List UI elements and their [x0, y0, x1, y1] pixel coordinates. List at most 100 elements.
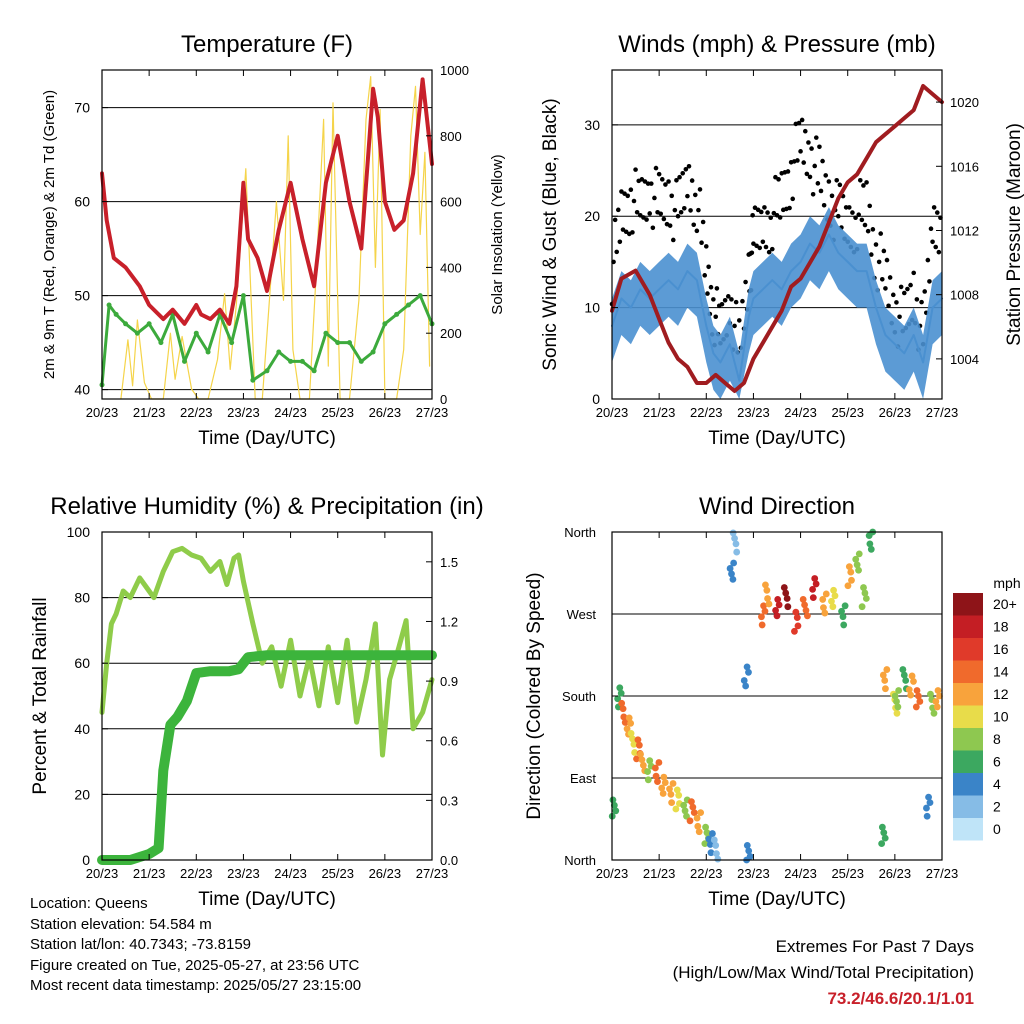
direction-point: [828, 597, 835, 605]
gust-point: [919, 299, 924, 305]
x-tick-label: 21/23: [643, 405, 676, 420]
gust-point: [749, 250, 755, 256]
gust-point: [873, 242, 879, 247]
y-axis-label: Direction (Colored By Speed): [524, 572, 545, 819]
direction-point: [861, 589, 869, 597]
colorbar-label: 4: [993, 776, 1001, 792]
gust-point: [725, 294, 731, 299]
gust-point: [653, 165, 659, 171]
direction-point: [867, 545, 875, 553]
colorbar-label: 14: [993, 664, 1009, 680]
dewpoint-point: [394, 311, 400, 317]
gust-point: [897, 314, 902, 320]
direction-point: [879, 671, 887, 679]
gust-point: [815, 181, 821, 186]
gust-point: [864, 180, 869, 185]
gust-point: [675, 213, 681, 219]
gust-point: [801, 160, 807, 165]
gust-point: [925, 257, 931, 263]
speed-colorbar: mph 20+ 18 16 14 12 10 8 6 4 2 0: [953, 575, 1021, 841]
gust-point: [881, 248, 887, 254]
gust-point: [853, 215, 858, 221]
direction-point: [839, 613, 847, 621]
direction-point: [852, 555, 860, 563]
direction-point: [802, 606, 810, 614]
y-tick-right-label: 0.0: [440, 853, 458, 868]
direction-point: [633, 755, 640, 763]
direction-point: [705, 835, 713, 843]
direction-point: [880, 829, 888, 837]
direction-point: [631, 749, 639, 756]
x-tick-label: 26/23: [369, 866, 402, 881]
direction-point: [621, 719, 629, 726]
direction-point: [638, 756, 646, 764]
direction-point: [644, 776, 652, 784]
direction-point: [882, 685, 889, 693]
direction-point: [617, 689, 625, 697]
y-tick-label: 60: [74, 655, 90, 671]
x-tick-label: 25/23: [831, 866, 864, 881]
y-tick-label: 70: [74, 100, 90, 116]
direction-point: [637, 750, 644, 758]
gust-point: [787, 205, 792, 211]
gust-point: [763, 244, 769, 250]
gust-point: [708, 284, 714, 290]
dewpoint-point: [311, 368, 317, 374]
x-tick-label: 24/23: [274, 405, 307, 420]
y-tick-label: 30: [584, 117, 600, 133]
info-location: Location: Queens: [30, 895, 148, 912]
dewpoint-point: [405, 302, 411, 308]
direction-point: [801, 601, 808, 609]
gust-point: [806, 140, 811, 145]
colorbar-label: 18: [993, 619, 1009, 635]
gust-point: [804, 171, 810, 177]
x-tick-label: 27/23: [416, 866, 449, 881]
y-tick-right-label: 0: [440, 392, 447, 407]
gust-point: [666, 179, 671, 184]
y-axis-right-label: Solar Insolation (Yellow): [489, 154, 506, 314]
direction-point: [681, 807, 689, 815]
direction-point: [728, 570, 735, 578]
gust-point: [648, 181, 654, 186]
colorbar-swatch: [953, 773, 983, 796]
info-timestamp: Most recent data timestamp: 2025/05/27 2…: [30, 977, 362, 994]
extremes-title: Extremes For Past 7 Days: [775, 937, 974, 956]
direction-point: [773, 612, 781, 620]
y-tick-right-label: 0.3: [440, 793, 458, 808]
direction-point: [893, 698, 900, 705]
direction-point: [758, 621, 766, 629]
panel-winds: 20/23 21/23 22/23 23/23 24/23 25/23 26/23 27/23…: [540, 31, 1024, 449]
gust-point: [758, 209, 764, 215]
y-tick-right-label: 1020: [950, 95, 979, 110]
x-tick-label: 21/23: [133, 866, 166, 881]
direction-point: [733, 548, 741, 556]
gust-point: [890, 292, 896, 298]
dewpoint-point: [417, 293, 423, 299]
colorbar-title: mph: [993, 575, 1020, 591]
colorbar-label: 6: [993, 754, 1001, 770]
direction-point: [829, 603, 837, 611]
direction-point: [793, 614, 801, 622]
direction-point: [707, 849, 715, 857]
direction-point: [669, 780, 677, 787]
direction-point: [907, 691, 915, 699]
gust-point: [843, 205, 849, 210]
colorbar-swatch: [953, 818, 983, 841]
gust-point: [859, 217, 865, 223]
gust-point: [898, 284, 904, 290]
extremes-box: Extremes For Past 7 Days (High/Low/Max W…: [673, 934, 974, 1012]
gust-point: [669, 193, 675, 199]
dewpoint-point: [106, 302, 112, 308]
direction-point: [895, 687, 903, 694]
direction-point: [712, 842, 720, 849]
direction-point: [804, 612, 811, 620]
colorbar-swatch: [953, 728, 983, 751]
x-axis-label: Time (Day/UTC): [708, 889, 846, 910]
direction-point: [668, 799, 676, 806]
gust-point: [933, 244, 939, 250]
y-tick-label: 20: [74, 786, 90, 802]
direction-point: [689, 803, 697, 811]
direction-point: [618, 699, 626, 707]
direction-point: [866, 540, 874, 548]
gust-point: [798, 149, 803, 154]
